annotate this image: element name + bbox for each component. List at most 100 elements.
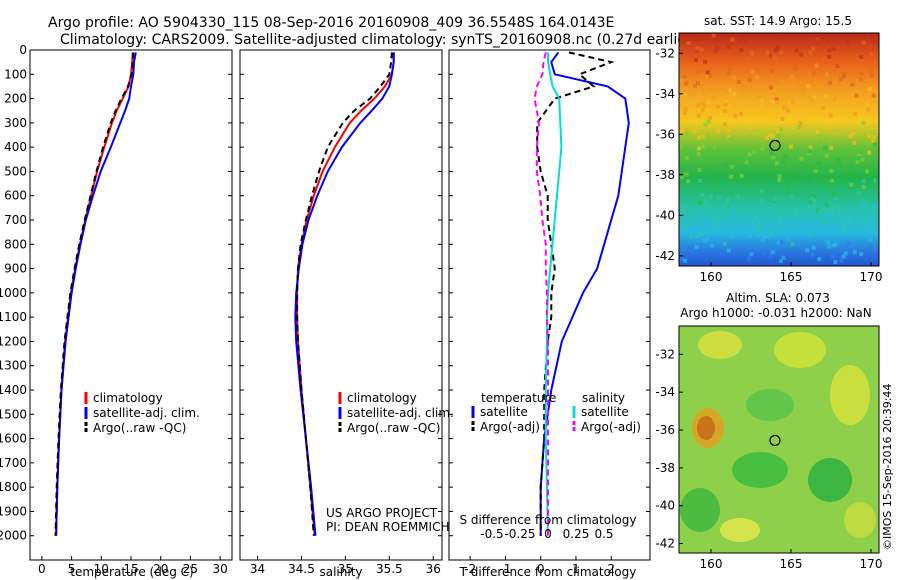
sst-pixel [865, 102, 870, 107]
sst-pixel [770, 61, 775, 66]
sst-pixel [798, 121, 803, 125]
sst-pixel [695, 81, 700, 86]
sst-pixel [868, 215, 873, 220]
sst-pixel [696, 152, 701, 156]
map-lat-label: -40 [655, 499, 675, 513]
sst-pixel [697, 178, 702, 183]
figure-title-line2: Climatology: CARS2009. Satellite-adjuste… [60, 32, 697, 48]
temperature-panel: 0 5 10 15 20 25 300100200300400500600700800900… [0, 43, 232, 576]
map-lat-label: -36 [655, 423, 675, 437]
sst-pixel [750, 69, 755, 74]
depth-tick-label: 1300 [0, 359, 27, 373]
temperature-xlabel: temperature (deg C) [70, 565, 193, 579]
sst-pixel [852, 250, 857, 255]
sst-pixel [828, 141, 833, 146]
sst-pixel [870, 73, 874, 78]
sst-pixel [824, 153, 829, 158]
sla-anomaly-patch [808, 458, 852, 502]
sst-pixel [770, 68, 775, 73]
sst-pixel [859, 252, 864, 257]
sst-pixel [696, 113, 701, 118]
sst-pixel [727, 88, 732, 93]
legend-label: Argo(-adj) [581, 420, 641, 434]
sst-pixel [847, 217, 852, 222]
sst-pixel [797, 125, 802, 129]
pi-credit: PI: DEAN ROEMMICH [326, 520, 449, 534]
depth-tick-label: 400 [4, 140, 27, 154]
sst-map-panel: 160 165 170 -32 -34 -36 -38 -40 -42 [655, 32, 882, 284]
sst-pixel [769, 85, 773, 90]
sst-pixel [745, 57, 750, 61]
sst-pixel [715, 46, 720, 51]
sst-pixel [829, 185, 834, 190]
sst-pixel [701, 145, 706, 150]
sst-pixel [846, 241, 851, 246]
sst-pixel [872, 182, 877, 187]
sst-pixel [769, 231, 774, 236]
sst-pixel [684, 172, 689, 177]
sst-pixel [815, 129, 820, 134]
x-tick-label: 1 [572, 562, 580, 576]
sst-pixel [865, 169, 869, 174]
sst-pixel [826, 38, 831, 43]
map-lat-label: -42 [655, 537, 675, 551]
sst-pixel [693, 58, 698, 63]
sst-pixel [794, 48, 799, 53]
sst-pixel [723, 102, 728, 106]
sst-pixel [871, 138, 876, 143]
legend-label: satellite [480, 405, 528, 419]
depth-tick-label: 700 [4, 213, 27, 227]
salinity-panel: 34 34.5 35 35.5 36 climatologysatellite-adj. … [240, 49, 454, 576]
difference-panel: -2 -1 0 1 2 -0.5 -0.25 0 0.25 0.5 temperature salin… [449, 49, 650, 576]
sst-pixel [727, 60, 732, 65]
series-line-satellite [544, 52, 563, 536]
x-tick-label: -1 [499, 562, 511, 576]
imos-credit: ©IMOS 15-Sep-2016 20:39:44 [881, 384, 894, 550]
sst-pixel [693, 34, 698, 39]
sst-pixel [679, 144, 683, 149]
legend-label: Argo(-adj) [480, 420, 540, 434]
sst-pixel [713, 49, 718, 54]
sla-anomaly-patch [732, 452, 788, 488]
sst-pixel [855, 159, 860, 164]
legend-label: climatology [93, 391, 163, 405]
sst-pixel [829, 145, 834, 150]
sst-pixel [699, 36, 704, 41]
series-line-satellite [539, 51, 630, 536]
map-lon-label: 160 [700, 557, 723, 571]
sst-pixel [824, 203, 829, 208]
sst-pixel [771, 99, 776, 104]
sst-pixel [868, 237, 873, 242]
sst-pixel [707, 66, 712, 71]
sst-pixel [781, 255, 786, 260]
sst-pixel [856, 170, 861, 175]
s-tick-label: 0 [544, 527, 552, 541]
sst-pixel [772, 220, 777, 225]
sst-pixel [728, 125, 733, 130]
sst-pixel [858, 59, 863, 64]
sst-pixel [704, 107, 709, 112]
map-lon-label: 170 [860, 557, 883, 571]
sst-pixel [856, 191, 861, 196]
sst-pixel [759, 104, 764, 109]
sst-pixel [801, 91, 805, 96]
depth-tick-label: 1600 [0, 432, 27, 446]
sst-pixel [739, 48, 744, 53]
x-tick-label: 10 [94, 562, 109, 576]
sst-pixel [826, 212, 831, 217]
sst-pixel [695, 46, 700, 51]
sst-pixel [755, 75, 760, 80]
sst-pixel [760, 237, 765, 242]
sst-pixel [728, 67, 732, 72]
sst-pixel [839, 259, 844, 263]
sst-pixel [682, 215, 687, 220]
sst-pixel [714, 226, 719, 231]
sst-pixel [831, 191, 836, 196]
sst-pixel [760, 147, 765, 151]
sst-pixel [792, 180, 797, 184]
x-tick-label: 20 [153, 562, 168, 576]
x-tick-label: -2 [464, 562, 476, 576]
figure-title-line1: Argo profile: AO 5904330_115 08-Sep-2016… [48, 15, 614, 31]
sst-map-title: sat. SST: 14.9 Argo: 15.5 [704, 14, 852, 28]
sst-pixel [833, 196, 838, 201]
